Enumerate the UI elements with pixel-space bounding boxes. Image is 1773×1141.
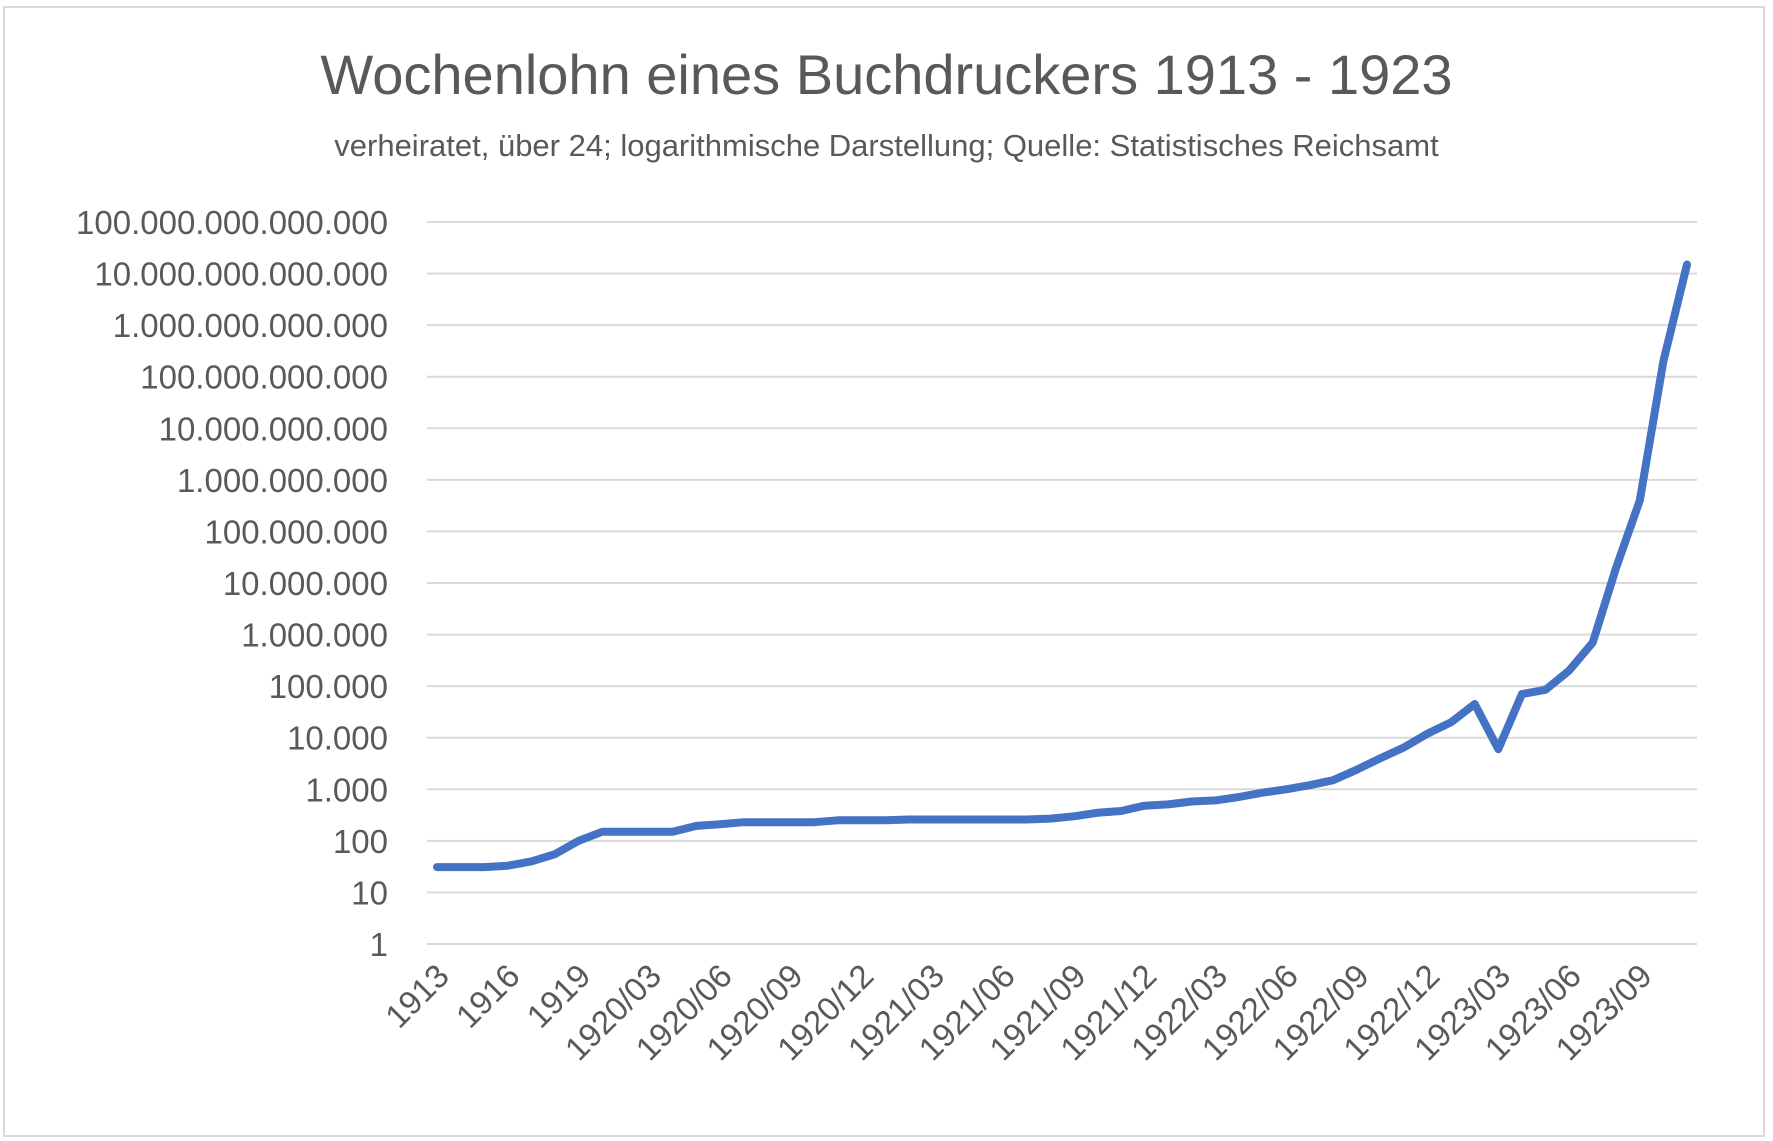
y-tick-label: 100.000 — [269, 668, 388, 705]
y-tick-label: 10.000.000.000 — [159, 410, 388, 447]
y-tick-label: 1 — [370, 926, 388, 963]
x-tick-label: 1913 — [378, 957, 456, 1035]
y-tick-label: 100 — [333, 823, 388, 860]
y-tick-label: 10 — [351, 874, 388, 911]
y-tick-label: 1.000.000.000 — [177, 462, 388, 499]
y-tick-label: 1.000.000.000.000 — [113, 307, 388, 344]
y-tick-label: 100.000.000.000 — [140, 359, 388, 396]
series-layer — [433, 260, 1691, 872]
y-tick-label: 10.000 — [287, 720, 388, 757]
y-axis-ticks: 1 10 100 1.000 10.000 100.000 1.000.000 10.000.… — [76, 204, 388, 963]
y-tick-label: 10.000.000.000.000 — [94, 256, 388, 293]
y-tick-label: 100.000.000 — [204, 513, 388, 550]
y-tick-label: 100.000.000.000.000 — [76, 204, 388, 241]
y-tick-label: 1.000.000 — [241, 617, 388, 654]
chart-title: Wochenlohn eines Buchdruckers 1913 - 192… — [320, 43, 1453, 106]
chart-subtitle: verheiratet, über 24; logarithmische Dar… — [334, 128, 1439, 163]
x-axis-ticks: 1913191619191920/031920/061920/091920/12… — [378, 957, 1659, 1068]
chart-frame — [3, 6, 1765, 1137]
y-tick-label: 10.000.000 — [223, 565, 388, 602]
series-line — [433, 260, 1691, 872]
x-tick-label: 1916 — [449, 957, 527, 1035]
gridlines — [427, 221, 1697, 945]
y-tick-label: 1.000 — [305, 771, 388, 808]
